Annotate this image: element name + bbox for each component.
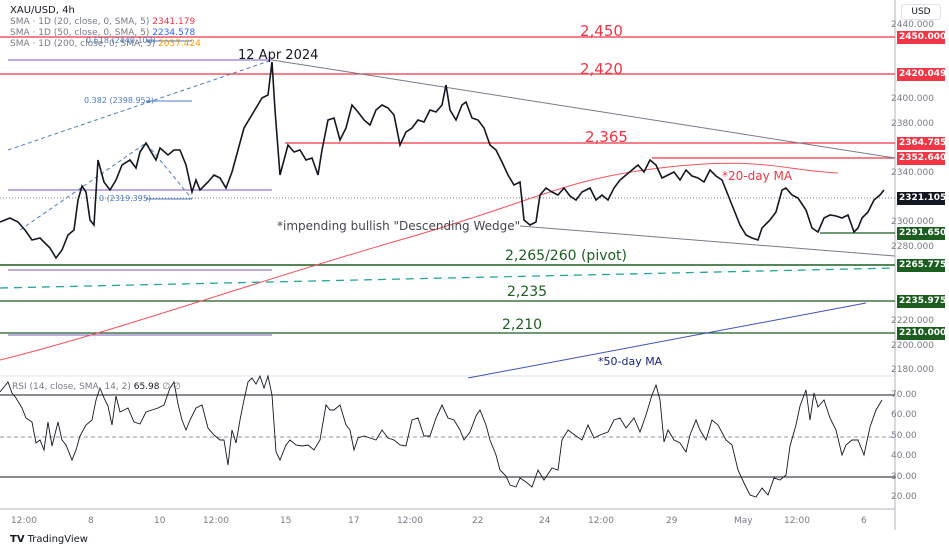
time-tick: 12:00 bbox=[588, 516, 614, 526]
time-tick: 17 bbox=[348, 516, 360, 526]
support-2235-label: 2,235 bbox=[507, 284, 548, 300]
rsi-tick: 30.00 bbox=[891, 472, 917, 482]
price-tag-2291: 2291.650 bbox=[897, 227, 947, 240]
chart-legend: XAU/USD, 4h SMA · 1D (20, close, 0, SMA,… bbox=[10, 4, 201, 50]
descending-wedge[interactable] bbox=[271, 59, 896, 257]
fib-0-label: 0 (2319.395) bbox=[99, 194, 152, 203]
time-tick: 8 bbox=[88, 516, 94, 526]
tradingview-logo[interactable]: TV TradingView bbox=[10, 534, 88, 545]
last-price-tag: 2321.105 bbox=[897, 192, 947, 205]
support-lines bbox=[0, 232, 895, 334]
ma20-line bbox=[0, 162, 839, 361]
price-tag-2235: 2235.975 bbox=[897, 295, 947, 308]
price-tick: 2300.000 bbox=[891, 217, 934, 227]
resistance-2365-label: 2,365 bbox=[585, 128, 628, 146]
price-series bbox=[0, 61, 885, 260]
trendline-dashed[interactable] bbox=[0, 267, 896, 289]
time-tick: 6 bbox=[861, 516, 867, 526]
pivot-label: 2,265/260 (pivot) bbox=[505, 248, 628, 264]
resistance-lines bbox=[0, 36, 895, 159]
price-tick: 2180.000 bbox=[891, 365, 934, 375]
rsi-tick: 70.00 bbox=[891, 390, 917, 400]
peak-date-label: 12 Apr 2024 bbox=[238, 48, 319, 63]
price-tag-2210: 2210.000 bbox=[897, 327, 947, 340]
time-tick: May bbox=[734, 516, 753, 526]
time-tick: 10 bbox=[154, 516, 166, 526]
rsi-tick: 40.00 bbox=[891, 451, 917, 461]
time-tick: 12:00 bbox=[11, 516, 37, 526]
currency-label[interactable]: USD bbox=[901, 4, 941, 20]
time-tick: 29 bbox=[666, 516, 678, 526]
price-tick: 2380.000 bbox=[891, 119, 934, 129]
fibonacci-drawing[interactable] bbox=[7, 40, 273, 336]
wedge-note: *impending bullish "Descending Wedge" bbox=[277, 219, 521, 233]
price-tag-2365: 2364.785 bbox=[897, 137, 947, 150]
time-tick: 22 bbox=[472, 516, 484, 526]
time-tick: 12:00 bbox=[784, 516, 810, 526]
support-2210-label: 2,210 bbox=[502, 317, 543, 333]
price-tick: 2280.000 bbox=[891, 242, 934, 252]
ma50-note: *50-day MA bbox=[598, 355, 663, 368]
tradingview-icon: TV bbox=[10, 534, 25, 545]
price-tick: 2400.000 bbox=[891, 94, 934, 104]
time-tick: 15 bbox=[280, 516, 292, 526]
fib-618-label: 0.618 (2440.103) bbox=[86, 36, 156, 45]
ma20-note: *20-day MA bbox=[722, 169, 793, 183]
fib-382-label: 0.382 (2398.952) bbox=[84, 96, 154, 105]
price-tick: 2220.000 bbox=[891, 316, 934, 326]
price-tag-2450: 2450.000 bbox=[897, 31, 947, 44]
time-tick: 12:00 bbox=[203, 516, 229, 526]
rsi-tick: 60.00 bbox=[891, 410, 917, 420]
rsi-legend[interactable]: RSI (14, close, SMA, 14, 2) 65.98 ∅ ∅ bbox=[12, 382, 181, 392]
time-tick: 24 bbox=[539, 516, 551, 526]
rsi-panel[interactable] bbox=[0, 374, 895, 498]
price-tick: 2340.000 bbox=[891, 168, 934, 178]
rsi-tick: 20.00 bbox=[891, 492, 917, 502]
price-tick: 2200.000 bbox=[891, 341, 934, 351]
sma200-legend[interactable]: SMA · 1D (200, close, 0, SMA, 5) 2037.42… bbox=[10, 39, 201, 49]
ma50-line bbox=[467, 302, 867, 379]
time-tick: 12:00 bbox=[397, 516, 423, 526]
sma20-legend[interactable]: SMA · 1D (20, close, 0, SMA, 5) 2341.179 bbox=[10, 17, 196, 27]
resistance-2420-label: 2,420 bbox=[580, 60, 623, 78]
price-tag-2265: 2265.775 bbox=[897, 259, 947, 272]
rsi-tick: 50.00 bbox=[891, 431, 917, 441]
price-tag-2420: 2420.049 bbox=[897, 68, 947, 81]
price-tag-2352: 2352.640 bbox=[897, 152, 947, 165]
sma50-legend[interactable]: SMA · 1D (50, close, 0, SMA, 5) 2234.578 bbox=[10, 28, 196, 38]
resistance-2450-label: 2,450 bbox=[580, 22, 623, 40]
symbol-title: XAU/USD, 4h bbox=[10, 5, 75, 16]
price-tick: 2440.000 bbox=[891, 20, 934, 30]
